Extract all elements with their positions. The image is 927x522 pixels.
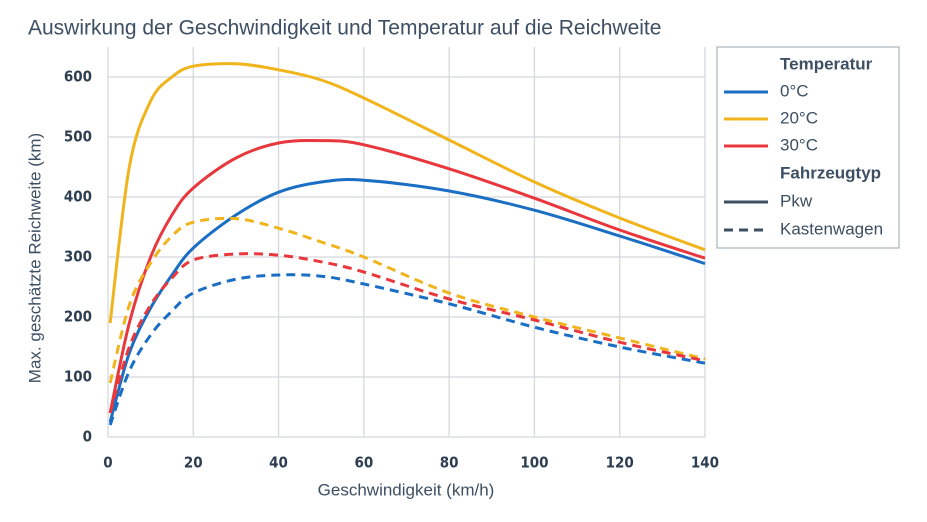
- y-tick-label: 300: [64, 248, 92, 266]
- y-tick-label: 400: [64, 188, 92, 206]
- legend-label: 30°C: [780, 135, 818, 154]
- x-tick-label: 40: [269, 454, 288, 472]
- x-tick-label: 80: [440, 454, 459, 472]
- legend-label: Pkw: [780, 191, 813, 210]
- y-tick-label: 200: [64, 308, 92, 326]
- x-tick-label: 0: [103, 454, 112, 472]
- y-tick-label: 500: [64, 128, 92, 146]
- data-line: [108, 216, 706, 384]
- x-tick-label: 60: [354, 454, 373, 472]
- data-line: [108, 252, 706, 414]
- y-tick-label: 600: [64, 68, 92, 86]
- x-tick-label: 20: [184, 454, 203, 472]
- legend-label: 20°C: [780, 108, 818, 127]
- chart-title: Auswirkung der Geschwindigkeit und Tempe…: [28, 17, 661, 40]
- legend-label: 0°C: [780, 81, 809, 100]
- data-line: [108, 138, 706, 414]
- y-tick-label: 100: [64, 368, 92, 386]
- legend-title: Fahrzeugtyp: [780, 163, 881, 182]
- legend-label: Kastenwagen: [780, 219, 883, 238]
- x-tick-label: 100: [520, 454, 548, 472]
- x-tick-label: 120: [606, 454, 634, 472]
- x-axis-label: Geschwindigkeit (km/h): [318, 480, 495, 499]
- x-tick-label: 140: [691, 454, 719, 472]
- data-line: [108, 178, 706, 423]
- y-tick-label: 0: [83, 428, 92, 446]
- data-line: [108, 273, 706, 426]
- y-axis-label: Max. geschätzte Reichweite (km): [25, 133, 44, 383]
- legend-title: Temperatur: [780, 54, 873, 73]
- data-line: [108, 62, 706, 324]
